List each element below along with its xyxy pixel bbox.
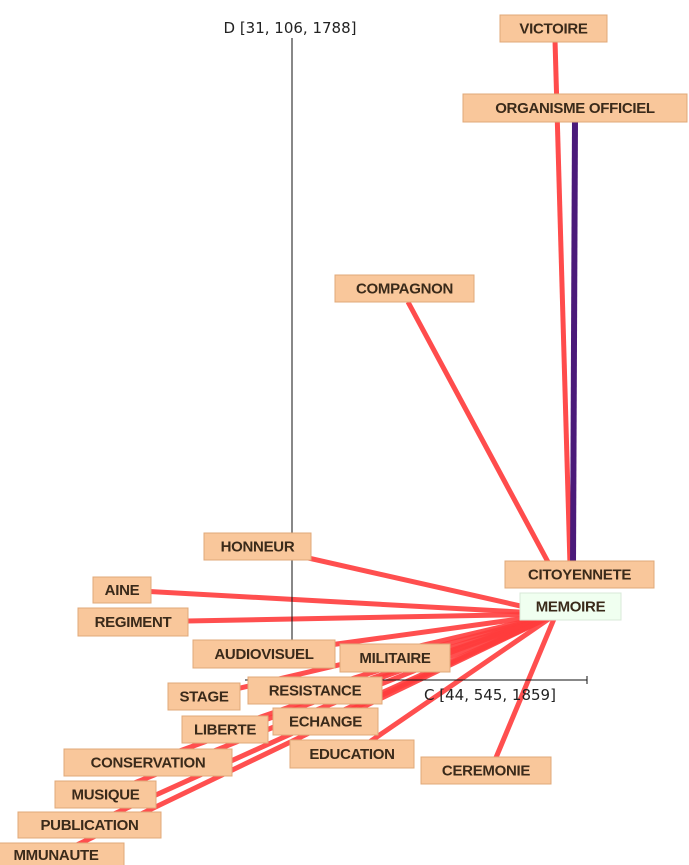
node-label: CEREMONIE <box>442 762 530 779</box>
node-box <box>420 756 552 785</box>
node-label: REGIMENT <box>95 614 172 631</box>
node-box <box>17 811 162 839</box>
edge <box>552 39 573 566</box>
node-label: MMUNAUTE <box>13 847 98 864</box>
node-box <box>167 682 241 711</box>
node-label: ORGANISME OFFICIEL <box>495 100 655 117</box>
node-box <box>289 739 415 769</box>
edge <box>350 611 558 757</box>
node-label: CITOYENNETE <box>528 566 631 583</box>
node-box <box>0 842 125 865</box>
edge <box>121 587 557 617</box>
node-box <box>54 780 157 809</box>
node-label: ECHANGE <box>289 713 362 730</box>
node-label: MUSIQUE <box>72 786 140 803</box>
node-box <box>181 715 269 744</box>
node-box <box>334 274 475 303</box>
vertical-axis-label: D [31, 106, 1788] <box>224 19 357 37</box>
node-box <box>247 676 383 705</box>
edge <box>570 119 578 566</box>
node-label: LIBERTE <box>194 721 256 738</box>
node-box <box>499 14 608 43</box>
node-label: AUDIOVISUEL <box>214 646 313 663</box>
node-box <box>504 560 655 589</box>
node-box <box>272 707 379 736</box>
edge <box>492 613 559 761</box>
node-label: COMPAGNON <box>356 280 453 297</box>
node-label: MEMOIRE <box>536 598 606 615</box>
node-box <box>203 532 312 561</box>
node-box <box>192 639 336 669</box>
node-label: VICTOIRE <box>519 20 587 37</box>
node-box <box>92 576 152 604</box>
node-label: HONNEUR <box>221 538 295 555</box>
node-label: RESISTANCE <box>269 682 362 699</box>
node-box <box>519 592 622 621</box>
node-label: PUBLICATION <box>40 817 138 834</box>
node-label: EDUCATION <box>309 746 394 763</box>
node-label: AINE <box>105 582 140 599</box>
node-box <box>462 93 688 123</box>
node-label: STAGE <box>179 688 228 705</box>
edge <box>132 611 557 625</box>
node-label: MILITAIRE <box>359 650 430 667</box>
edge <box>405 300 551 564</box>
node-label: CONSERVATION <box>91 754 206 771</box>
horizontal-axis-label: C [44, 545, 1859] <box>424 686 556 704</box>
nodes: VICTOIRE ORGANISME OFFICIEL COMPAGNON HONNE… <box>0 14 688 865</box>
node-box <box>63 748 233 777</box>
node-box <box>77 607 189 637</box>
node-box <box>339 643 451 673</box>
